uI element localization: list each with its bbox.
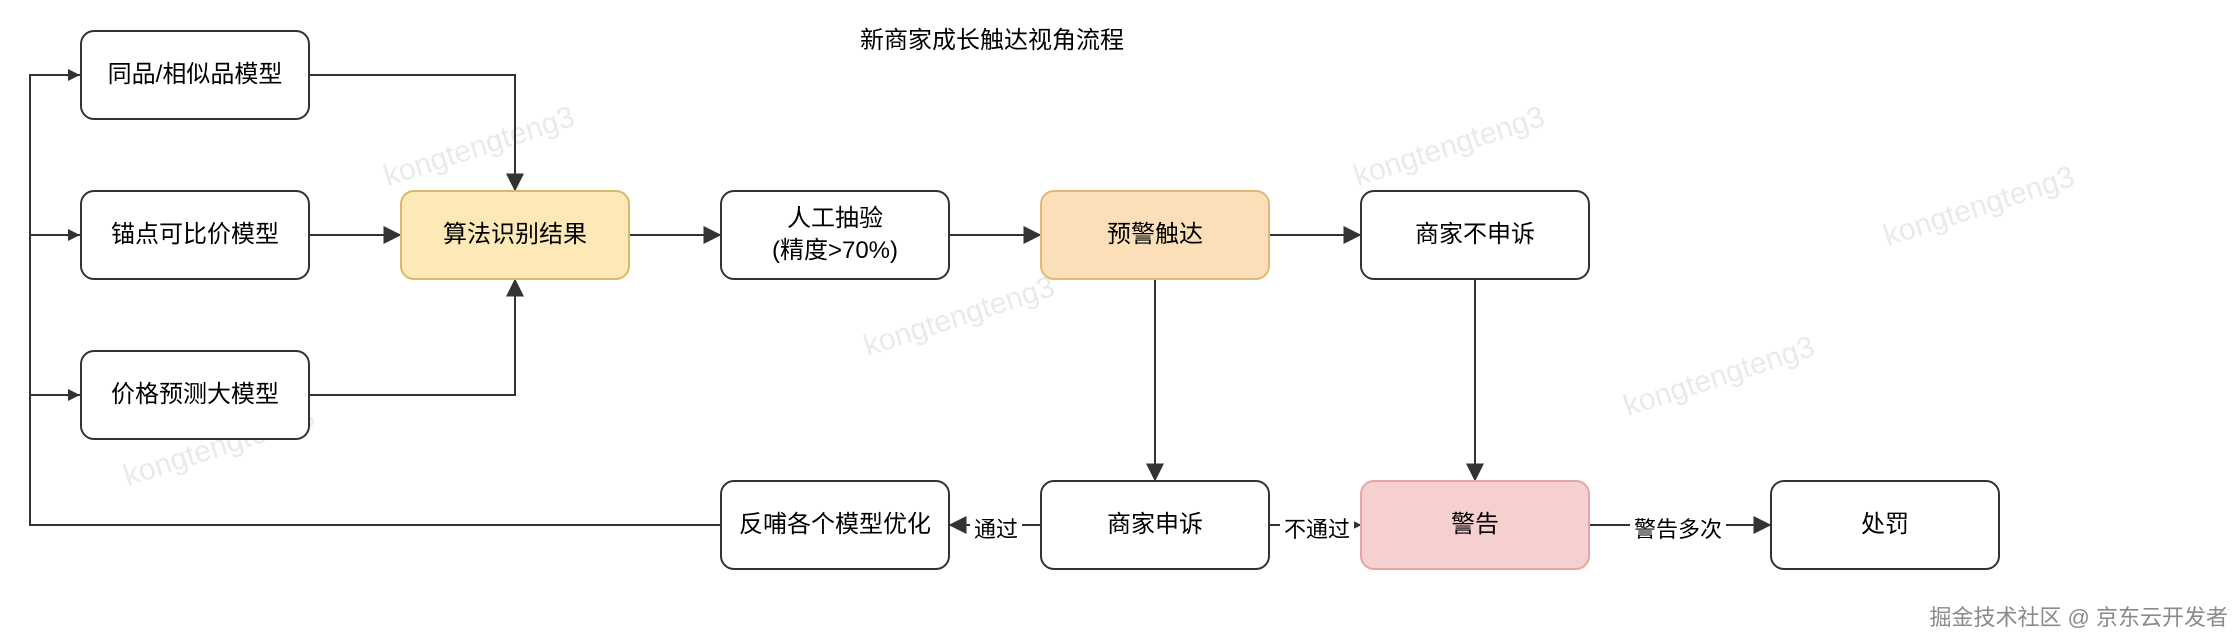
attribution-text: 掘金技术社区 @ 京东云开发者 [1929,600,2228,632]
diagram-title: 新商家成长触达视角流程 [860,20,1124,55]
watermark: kongtengteng3 [1620,330,1819,424]
node-n11: 处罚 [1770,480,2000,570]
arrowhead [68,229,80,241]
watermark: kongtengteng3 [860,270,1059,364]
node-n10: 警告 [1360,480,1590,570]
node-label: 预警触达 [1107,219,1203,251]
node-label: 同品/相似品模型 [108,59,283,91]
node-label: 商家不申诉 [1415,219,1535,251]
edge-label: 警告多次 [1630,512,1726,544]
node-label: 锚点可比价模型 [111,219,279,251]
edge-label: 通过 [970,512,1022,544]
node-label: 警告 [1451,509,1499,541]
node-label: 人工抽验 [787,203,883,235]
flowchart-canvas: kongtengteng3 kongtengteng3 kongtengteng3 k… [0,0,2240,638]
node-n3: 价格预测大模型 [80,350,310,440]
node-n6: 预警触达 [1040,190,1270,280]
node-label: 算法识别结果 [443,219,587,251]
node-label: 商家申诉 [1107,509,1203,541]
arrowhead [68,69,80,81]
edge-n8-inputs [30,75,720,525]
node-n9: 商家申诉 [1040,480,1270,570]
watermark: kongtengteng3 [1350,100,1549,194]
node-label: 反哺各个模型优化 [739,509,931,541]
node-sublabel: (精度>70%) [772,235,898,267]
watermark: kongtengteng3 [1880,160,2079,254]
node-n1: 同品/相似品模型 [80,30,310,120]
node-n8: 反哺各个模型优化 [720,480,950,570]
node-label: 价格预测大模型 [111,379,279,411]
node-n5: 人工抽验(精度>70%) [720,190,950,280]
arrowhead [68,389,80,401]
node-n4: 算法识别结果 [400,190,630,280]
edge-n3-n4 [310,280,515,395]
watermark: kongtengteng3 [380,100,579,194]
node-label: 处罚 [1861,509,1909,541]
edge-label: 不通过 [1280,512,1354,544]
edge-n1-n4 [310,75,515,190]
node-n2: 锚点可比价模型 [80,190,310,280]
node-n7: 商家不申诉 [1360,190,1590,280]
